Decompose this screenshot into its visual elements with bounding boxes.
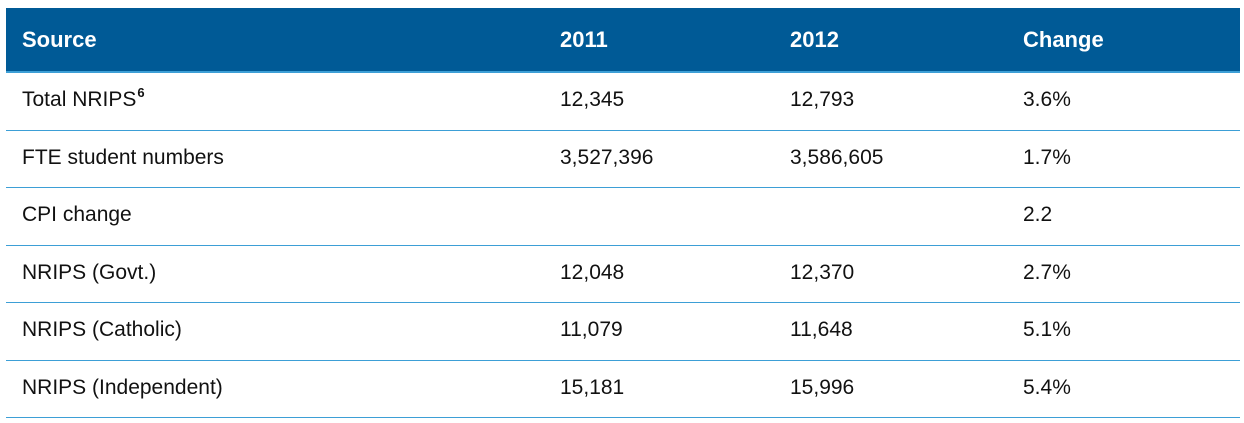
source-cell: Total NRIPS6 (6, 72, 544, 131)
source-cell: NRIPS (Independent) (6, 360, 544, 418)
value-2012-cell: 15,996 (774, 360, 1007, 418)
source-label: NRIPS (Independent) (22, 375, 223, 399)
column-header-source: Source (6, 8, 544, 73)
table-row: CPI change 2.2 (6, 187, 1240, 246)
source-cell: NRIPS (Govt.) (6, 245, 544, 303)
data-table-container: Source 2011 2012 Change Total NRIPS6 12,… (6, 8, 1240, 418)
source-label: CPI change (22, 203, 132, 227)
source-label: Total NRIPS (22, 88, 137, 112)
value-2011-cell: 12,048 (544, 245, 774, 303)
value-2012-cell: 11,648 (774, 302, 1007, 361)
change-cell: 3.6% (1007, 72, 1240, 131)
column-header-change: Change (1007, 8, 1240, 73)
value-2012-cell: 12,370 (774, 245, 1007, 303)
value-2011-cell: 3,527,396 (544, 130, 774, 188)
source-cell: CPI change (6, 187, 544, 246)
change-cell: 2.7% (1007, 245, 1240, 303)
table-row: Total NRIPS6 12,345 12,793 3.6% (6, 72, 1240, 131)
column-header-2012: 2012 (774, 8, 1007, 73)
footnote-marker: 6 (137, 85, 145, 101)
source-cell: NRIPS (Catholic) (6, 302, 544, 361)
value-2011-cell: 12,345 (544, 72, 774, 131)
column-header-2011: 2011 (544, 8, 774, 73)
change-cell: 5.4% (1007, 360, 1240, 418)
change-cell: 5.1% (1007, 302, 1240, 361)
value-2012-cell: 12,793 (774, 72, 1007, 131)
value-2011-cell: 15,181 (544, 360, 774, 418)
table-row: FTE student numbers 3,527,396 3,586,605 … (6, 130, 1240, 188)
change-cell: 1.7% (1007, 130, 1240, 188)
table-row: NRIPS (Govt.) 12,048 12,370 2.7% (6, 245, 1240, 303)
value-2011-cell (544, 187, 774, 246)
change-cell: 2.2 (1007, 187, 1240, 246)
table-row: NRIPS (Independent) 15,181 15,996 5.4% (6, 360, 1240, 418)
value-2011-cell: 11,079 (544, 302, 774, 361)
source-label: NRIPS (Govt.) (22, 260, 157, 284)
source-label: NRIPS (Catholic) (22, 318, 182, 342)
value-2012-cell (774, 187, 1007, 246)
table-header-row: Source 2011 2012 Change (6, 8, 1240, 73)
value-2012-cell: 3,586,605 (774, 130, 1007, 188)
table-row: NRIPS (Catholic) 11,079 11,648 5.1% (6, 302, 1240, 361)
nrips-table: Source 2011 2012 Change Total NRIPS6 12,… (6, 8, 1240, 418)
source-label: FTE student numbers (22, 145, 224, 169)
source-cell: FTE student numbers (6, 130, 544, 188)
